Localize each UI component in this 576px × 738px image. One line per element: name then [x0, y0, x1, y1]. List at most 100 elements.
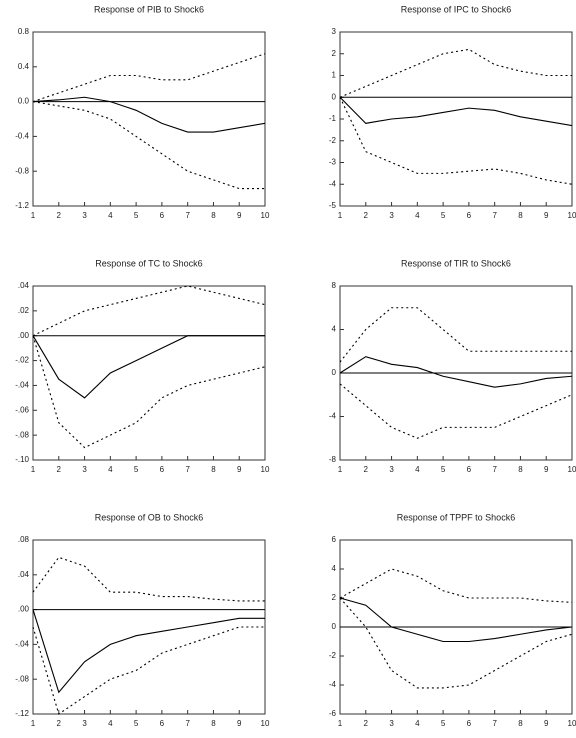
confidence-band [32, 335, 266, 449]
x-tick-label: 10 [568, 719, 576, 728]
x-tick-label: 4 [108, 719, 113, 728]
x-tick-label: 3 [82, 211, 87, 220]
x-tick-label: 5 [134, 719, 139, 728]
x-tick-label: 8 [211, 465, 216, 474]
y-tick-label: 4 [332, 325, 337, 334]
plot-frame [32, 31, 266, 207]
y-tick-label: -2 [329, 651, 337, 660]
plot-frame [32, 285, 266, 461]
x-tick-label: 5 [134, 465, 139, 474]
x-tick-label: 10 [568, 211, 576, 220]
x-tick-label: 5 [134, 211, 139, 220]
x-tick-label: 6 [160, 465, 165, 474]
y-tick-label: -1 [329, 114, 337, 123]
confidence-band [339, 568, 573, 603]
response-line [32, 609, 265, 694]
x-tick-label: 7 [185, 719, 190, 728]
x-tick-label: 6 [160, 719, 165, 728]
x-tick-label: 2 [57, 211, 62, 220]
confidence-band [32, 556, 265, 602]
y-tick-label: .00 [18, 331, 30, 340]
confidence-band [339, 597, 573, 689]
x-tick-label: 1 [31, 719, 36, 728]
x-tick-label: 6 [467, 211, 472, 220]
x-tick-label: 6 [160, 211, 165, 220]
x-tick-label: 1 [31, 465, 36, 474]
y-tick-label: -.04 [15, 640, 29, 649]
chart-title: Response of TIR to Shock6 [401, 258, 511, 268]
confidence-band [32, 101, 265, 190]
x-tick-label: 6 [467, 719, 472, 728]
chart-title: Response of TC to Shock6 [95, 258, 202, 268]
x-tick-label: 1 [338, 719, 343, 728]
y-tick-label: 0.8 [18, 27, 30, 36]
x-tick-label: 9 [237, 465, 242, 474]
plot-frame [339, 31, 573, 207]
x-tick-label: 5 [441, 211, 446, 220]
x-tick-label: 10 [568, 465, 576, 474]
y-tick-label: -2 [329, 136, 337, 145]
x-tick-label: 3 [389, 211, 394, 220]
confidence-band [32, 626, 265, 715]
x-tick-label: 8 [518, 465, 523, 474]
x-tick-label: 10 [261, 719, 270, 728]
x-tick-label: 7 [185, 465, 190, 474]
x-tick-label: 7 [492, 719, 497, 728]
y-tick-label: -5 [329, 201, 337, 210]
y-tick-label: 6 [332, 535, 337, 544]
chart-title: Response of OB to Shock6 [95, 512, 204, 522]
confidence-band [32, 53, 266, 103]
x-tick-label: 5 [441, 465, 446, 474]
x-tick-label: 3 [389, 465, 394, 474]
x-tick-label: 1 [338, 211, 343, 220]
y-tick-label: .08 [18, 535, 30, 544]
x-tick-label: 6 [467, 465, 472, 474]
y-tick-label: 1 [332, 71, 337, 80]
y-tick-label: -.12 [15, 709, 29, 718]
x-tick-label: 4 [108, 465, 113, 474]
confidence-band [339, 383, 573, 439]
y-tick-label: -1.2 [15, 201, 29, 210]
x-tick-label: 3 [82, 465, 87, 474]
x-tick-label: 9 [544, 211, 549, 220]
y-tick-label: 4 [332, 564, 337, 573]
x-tick-label: 4 [415, 211, 420, 220]
x-tick-label: 2 [364, 211, 369, 220]
y-tick-label: 0 [332, 368, 337, 377]
response-line [339, 356, 573, 388]
y-tick-label: 0.0 [18, 97, 30, 106]
x-tick-label: 8 [518, 211, 523, 220]
y-tick-label: -4 [329, 412, 337, 421]
y-tick-label: -4 [329, 179, 337, 188]
x-tick-label: 10 [261, 465, 270, 474]
confidence-band [32, 285, 266, 337]
x-tick-label: 8 [211, 211, 216, 220]
confidence-band [339, 48, 572, 98]
x-tick-label: 4 [415, 465, 420, 474]
y-tick-label: -.04 [15, 381, 29, 390]
response-line [32, 96, 266, 133]
response-line [32, 335, 265, 399]
chart-title: Response of IPC to Shock6 [401, 4, 512, 14]
x-tick-label: 2 [57, 719, 62, 728]
x-tick-label: 10 [261, 211, 270, 220]
x-tick-label: 9 [544, 719, 549, 728]
x-tick-label: 1 [31, 211, 36, 220]
confidence-band [339, 307, 572, 363]
y-tick-label: 0 [332, 92, 337, 101]
x-tick-label: 9 [237, 719, 242, 728]
y-tick-label: -.08 [15, 674, 29, 683]
x-tick-label: 8 [518, 719, 523, 728]
x-tick-label: 2 [57, 465, 62, 474]
response-line [339, 597, 573, 643]
y-tick-label: 2 [332, 593, 337, 602]
y-tick-label: -0.4 [15, 132, 29, 141]
y-tick-label: 3 [332, 27, 337, 36]
x-tick-label: 8 [211, 719, 216, 728]
y-tick-label: -4 [329, 680, 337, 689]
y-tick-label: -0.8 [15, 166, 29, 175]
y-tick-label: -.10 [15, 455, 29, 464]
x-tick-label: 4 [415, 719, 420, 728]
y-tick-label: 2 [332, 49, 337, 58]
